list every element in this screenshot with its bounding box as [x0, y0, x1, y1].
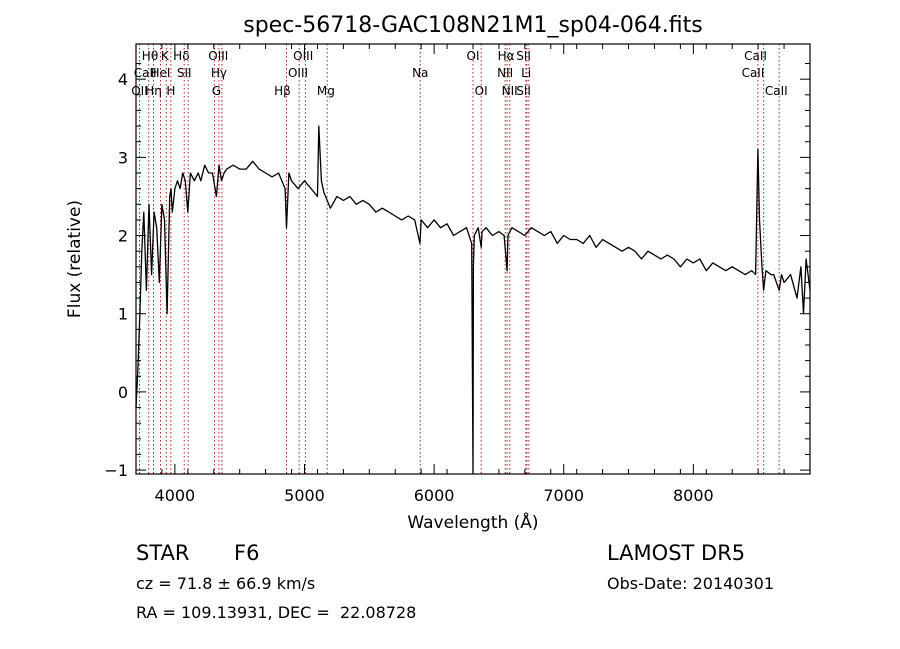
line-annotation-label: Hθ	[142, 49, 158, 63]
x-tick-label: 7000	[543, 486, 584, 505]
line-annotation-label: Hη	[145, 84, 162, 98]
y-axis-ticks: −1 0 1 2 3 4	[104, 63, 810, 480]
y-tick-label: 4	[118, 70, 128, 89]
line-annotation-label: Hδ	[173, 49, 189, 63]
y-tick-label: −1	[104, 461, 128, 480]
coordinates-readout: RA = 109.13931, DEC = 22.08728	[136, 603, 417, 622]
chart-title: spec-56718-GAC108N21M1_sp04-064.fits	[243, 13, 703, 38]
line-annotation-label: OI	[467, 49, 480, 63]
line-annotation-label: Hβ	[274, 84, 291, 98]
redshift-readout: cz = 71.8 ± 66.9 km/s	[136, 574, 316, 593]
y-axis-label: Flux (relative)	[65, 200, 85, 318]
line-annotation-label: OIII	[293, 49, 313, 63]
line-annotation-label: SII	[516, 84, 531, 98]
y-tick-label: 0	[118, 383, 128, 402]
x-tick-label: 5000	[284, 486, 325, 505]
line-annotation-label: NII	[502, 84, 518, 98]
y-tick-label: 2	[118, 227, 128, 246]
line-annotation-label: Mg	[317, 84, 335, 98]
x-axis-ticks: 4000 5000 6000 7000 8000	[135, 44, 811, 505]
line-annotation-label: SII	[177, 66, 192, 80]
line-annotation-label: OI	[475, 84, 488, 98]
spectrum-layer	[135, 125, 811, 475]
x-tick-label: 4000	[155, 486, 196, 505]
line-annotation-label: OIII	[288, 66, 308, 80]
line-annotation-label: OIII	[208, 49, 228, 63]
line-annotation-label: G	[212, 84, 221, 98]
line-annotation-label: K	[161, 49, 170, 63]
object-class: STAR	[136, 541, 190, 565]
line-annotation-label: CaII	[134, 66, 157, 80]
line-annotation-label: SII	[516, 49, 531, 63]
spectrum-line	[135, 125, 811, 475]
x-tick-label: 8000	[673, 486, 714, 505]
y-tick-label: 1	[118, 305, 128, 324]
line-annotation-label: NII	[497, 66, 513, 80]
x-axis-label: Wavelength (Å)	[407, 511, 538, 533]
y-tick-label: 3	[118, 148, 128, 167]
line-annotation-label: HeI	[151, 66, 171, 80]
line-annotation-label: Hγ	[211, 66, 227, 80]
line-annotation-label: H	[166, 84, 175, 98]
line-annotation-label: Hα	[498, 49, 515, 63]
line-annotation-label: CaII	[742, 66, 765, 80]
line-annotation-label: CaII	[765, 84, 788, 98]
line-markers	[138, 44, 780, 474]
survey-name: LAMOST DR5	[607, 541, 746, 565]
observation-date: Obs-Date: 20140301	[607, 574, 775, 593]
line-annotation-label: Li	[521, 66, 531, 80]
line-annotation-label: OII	[131, 84, 148, 98]
subclass: F6	[234, 541, 260, 565]
line-annotation-label: CaII	[744, 49, 767, 63]
x-tick-label: 6000	[414, 486, 455, 505]
line-annotation-label: Na	[412, 66, 428, 80]
